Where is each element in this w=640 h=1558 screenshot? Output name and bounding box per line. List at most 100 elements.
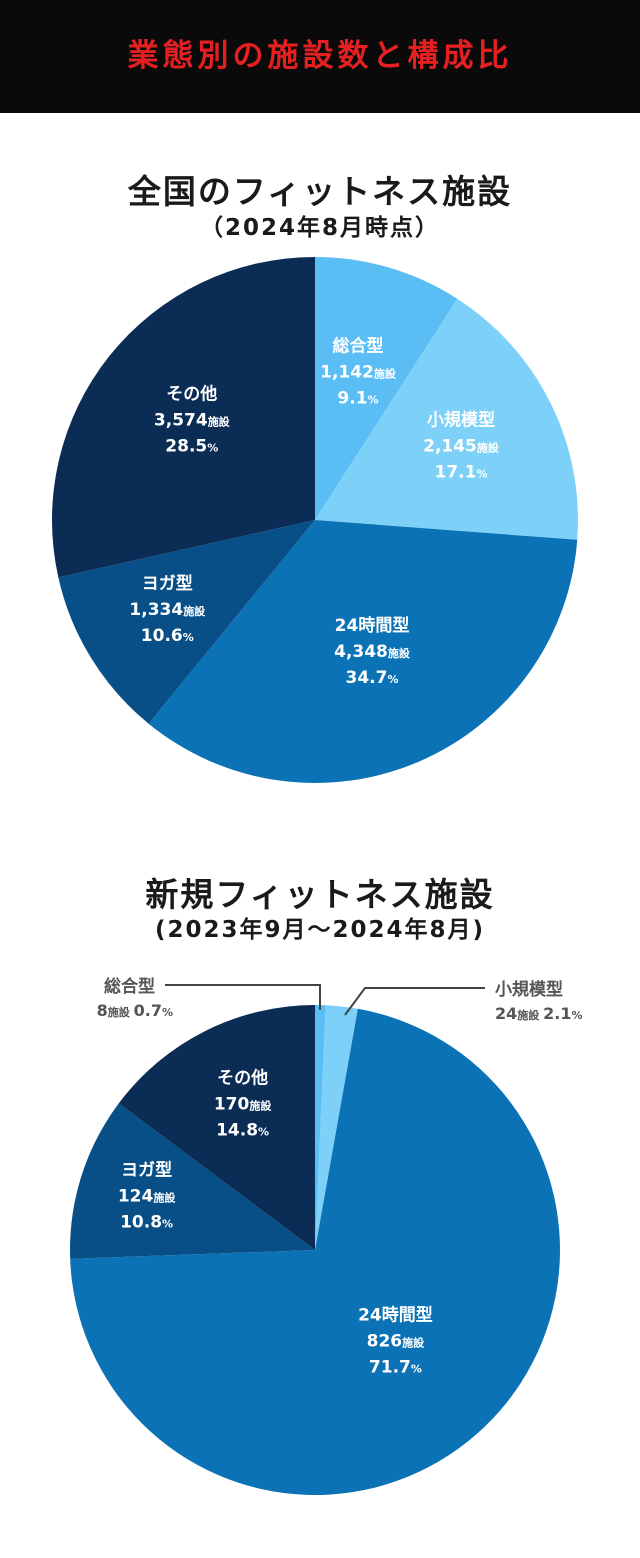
slice-unit-1: 施設 <box>517 1008 543 1022</box>
slice-label-count-1: 2,145施設 <box>423 436 500 456</box>
slice-percent-sign-1: % <box>571 1009 582 1022</box>
slice-unit-4: 施設 <box>249 1098 272 1112</box>
chart2-title: 新規フィットネス施設 <box>145 875 495 914</box>
slice-label-4: その他 170施設 14.8% <box>214 1067 272 1140</box>
pie-slice-0 <box>315 257 458 520</box>
slice-count-2: 826 <box>367 1332 403 1352</box>
slice-percent-sign-2: % <box>411 1363 422 1376</box>
pie-labels: 総合型1,142施設9.1%小規模型2,145施設17.1%24時間型4,348… <box>129 336 499 688</box>
slice-label-count-3: 124施設 <box>118 1186 176 1206</box>
slice-unit-3: 施設 <box>183 604 206 618</box>
slice-label-percent-2: 34.7% <box>346 668 399 688</box>
slice-percent-sign-3: % <box>183 631 194 644</box>
slice-percent-sign-4: % <box>207 441 218 454</box>
slice-label-count-4: 3,574施設 <box>154 410 231 430</box>
pie-slice-3 <box>70 1103 315 1259</box>
pie-slice-2 <box>148 520 578 783</box>
slice-label-name-4: その他 <box>166 383 217 404</box>
slice-label-percent-3: 10.8% <box>120 1212 173 1232</box>
slice-percent-sign-3: % <box>162 1217 173 1230</box>
pie-slice-1 <box>315 1005 358 1250</box>
banner: 業態別の施設数と構成比 <box>0 0 640 113</box>
pie-slice-0 <box>315 1005 326 1250</box>
slice-count-1: 2,145 <box>423 436 477 456</box>
slice-unit-2: 施設 <box>388 646 411 660</box>
slice-unit-3: 施設 <box>153 1190 176 1204</box>
slice-label-name-1: 小規模型 <box>495 979 563 1000</box>
chart1-subtitle: （2024年8月時点） <box>199 215 441 241</box>
slice-label-count-3: 1,334施設 <box>129 600 206 620</box>
slice-label-percent-1: 17.1% <box>435 462 488 482</box>
slice-label-percent-2: 71.7% <box>369 1358 422 1378</box>
slice-count-3: 1,334 <box>129 600 183 620</box>
slice-label-percent-4: 14.8% <box>216 1120 269 1140</box>
slice-label-2: 24時間型 826施設 71.7% <box>358 1305 433 1378</box>
slice-percent-2: 34.7 <box>346 668 388 688</box>
slice-label-name-4: その他 <box>217 1067 268 1088</box>
leader-line-0 <box>165 984 321 1010</box>
slice-unit-2: 施設 <box>402 1336 425 1350</box>
slice-percent-sign-2: % <box>387 673 398 686</box>
chart1-title: 全国のフィットネス施設 <box>127 172 513 211</box>
slice-label-count-4: 170施設 <box>214 1094 272 1114</box>
slice-count-0: 1,142 <box>320 363 374 383</box>
pie-slice-1 <box>315 298 578 540</box>
slice-count-4: 170 <box>214 1094 250 1114</box>
slice-count-1: 24 <box>495 1004 517 1023</box>
slice-label-count-0: 1,142施設 <box>320 363 397 383</box>
slice-label-count-2: 4,348施設 <box>334 642 411 662</box>
slice-count-4: 3,574 <box>154 410 208 430</box>
pie-slice-2 <box>70 1008 561 1495</box>
slice-percent-0: 9.1 <box>337 389 367 409</box>
slice-percent-0: 0.7 <box>134 1001 162 1020</box>
slice-label-value-0: 8施設 0.7% <box>97 1001 173 1020</box>
slice-percent-4: 14.8 <box>216 1120 258 1140</box>
slice-unit-0: 施設 <box>108 1005 134 1019</box>
slice-label-name-3: ヨガ型 <box>142 573 193 594</box>
slice-label-3: ヨガ型 124施設 10.8% <box>118 1159 176 1232</box>
slice-label-0: 総合型 1,142施設 9.1% <box>320 336 397 409</box>
slice-percent-sign-0: % <box>162 1006 173 1019</box>
chart2-subtitle: (2023年9月～2024年8月) <box>154 917 486 943</box>
slice-label-name-2: 24時間型 <box>358 1305 433 1326</box>
pie-slice-4 <box>118 1005 315 1250</box>
slice-label-count-2: 826施設 <box>367 1332 425 1352</box>
slice-percent-sign-0: % <box>368 394 379 407</box>
pie-slices <box>51 257 578 783</box>
slice-label-value-1: 24施設 2.1% <box>495 1004 582 1023</box>
slice-percent-2: 71.7 <box>369 1358 411 1378</box>
slice-count-3: 124 <box>118 1186 154 1206</box>
slice-unit-4: 施設 <box>208 414 231 428</box>
slice-label-name-0: 総合型 <box>333 336 384 357</box>
slice-count-0: 8 <box>97 1001 108 1020</box>
leader-line-1 <box>344 987 485 1016</box>
slice-percent-1: 2.1 <box>543 1004 571 1023</box>
pie-slice-3 <box>58 520 315 724</box>
slice-label-name-3: ヨガ型 <box>121 1159 172 1180</box>
slice-percent-3: 10.8 <box>120 1212 162 1232</box>
slice-label-percent-4: 28.5% <box>165 436 218 456</box>
slice-percent-sign-4: % <box>258 1125 269 1138</box>
pie-slice-4 <box>51 257 316 578</box>
slice-label-name-1: 小規模型 <box>427 409 495 430</box>
slice-unit-1: 施設 <box>477 440 500 454</box>
slice-percent-1: 17.1 <box>435 462 477 482</box>
slice-percent-sign-1: % <box>476 467 487 480</box>
slice-count-2: 4,348 <box>334 642 388 662</box>
chart1-pie: 総合型1,142施設9.1%小規模型2,145施設17.1%24時間型4,348… <box>51 257 578 783</box>
slice-percent-3: 10.6 <box>141 626 183 646</box>
slice-label-percent-0: 9.1% <box>337 389 378 409</box>
slice-label-percent-3: 10.6% <box>141 626 194 646</box>
pie-slices <box>70 1005 561 1495</box>
slice-unit-0: 施設 <box>374 367 397 381</box>
slice-label-name-2: 24時間型 <box>335 615 410 636</box>
banner-title: 業態別の施設数と構成比 <box>127 38 513 74</box>
slice-label-name-0: 総合型 <box>104 976 155 997</box>
slice-percent-4: 28.5 <box>165 436 207 456</box>
